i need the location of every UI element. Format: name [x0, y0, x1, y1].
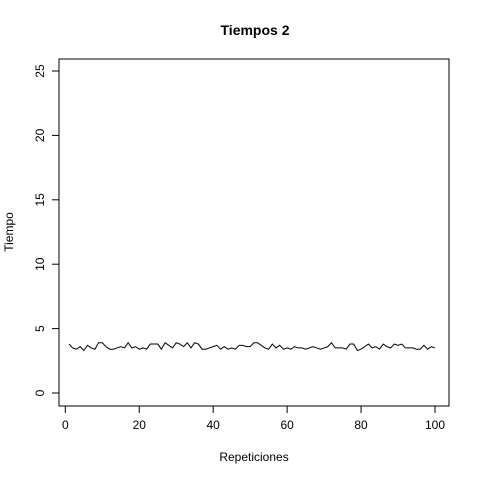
chart-title: Tiempos 2 [221, 22, 290, 38]
y-tick-label: 20 [33, 128, 47, 142]
x-tick-label: 100 [425, 418, 445, 432]
y-tick-label: 5 [33, 325, 47, 332]
x-tick-label: 20 [133, 418, 147, 432]
x-tick-label: 40 [207, 418, 221, 432]
x-axis-label: Repeticiones [219, 450, 288, 464]
plot-box [58, 58, 450, 407]
y-axis: 0 5 10 15 20 25 [33, 64, 60, 396]
y-tick-label: 15 [33, 193, 47, 207]
x-axis: 0 20 40 60 80 100 [62, 405, 445, 432]
y-tick-label: 10 [33, 257, 47, 271]
x-tick-label: 80 [354, 418, 368, 432]
y-axis-label: Tiempo [2, 212, 16, 252]
x-tick-label: 0 [62, 418, 69, 432]
x-tick-label: 60 [280, 418, 294, 432]
y-tick-label: 25 [33, 64, 47, 78]
y-tick-label: 0 [33, 389, 47, 396]
series-line [68, 341, 436, 352]
